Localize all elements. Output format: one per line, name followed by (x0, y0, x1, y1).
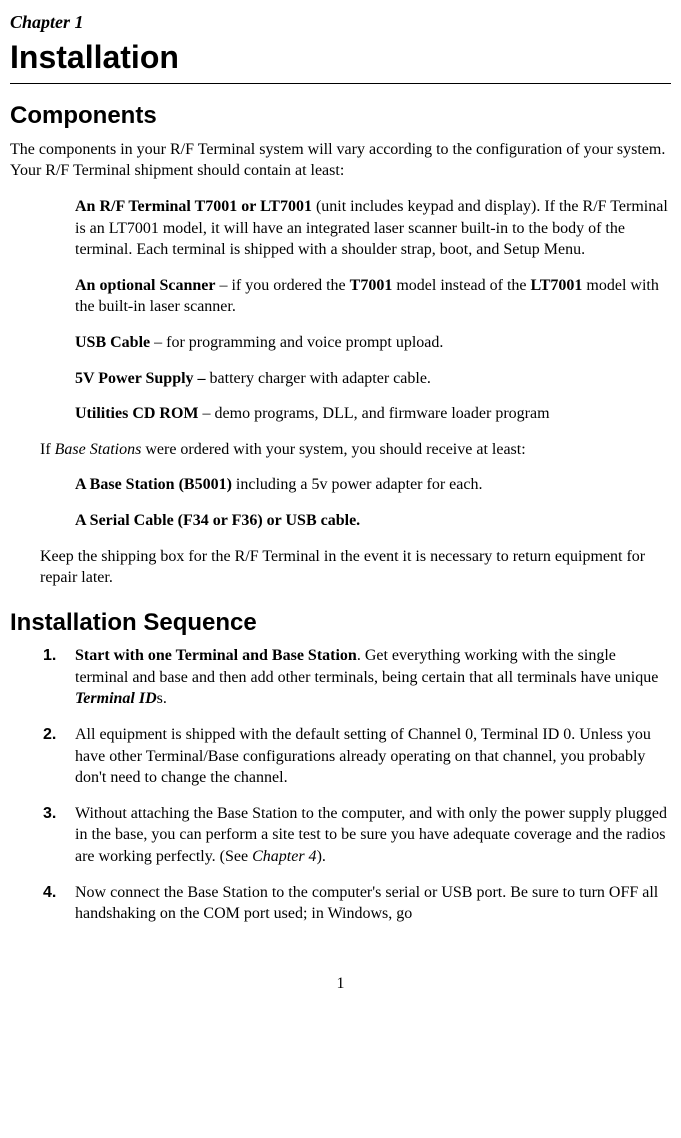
sequence-step: 3. Without attaching the Base Station to… (43, 803, 671, 868)
step-text: ). (317, 848, 326, 865)
step-bolditalic: Terminal ID (75, 690, 157, 707)
component-item: 5V Power Supply – battery charger with a… (75, 368, 671, 390)
component-text: model instead of the (392, 277, 530, 294)
step-body: Now connect the Base Station to the comp… (75, 882, 671, 925)
step-body: All equipment is shipped with the defaul… (75, 724, 671, 789)
page-title: Installation (10, 36, 671, 84)
component-text: – if you ordered the (215, 277, 349, 294)
component-text: – demo programs, DLL, and firmware loade… (199, 405, 550, 422)
component-bold: Utilities CD ROM (75, 405, 199, 422)
step-text: s. (157, 690, 167, 707)
components-heading: Components (10, 100, 671, 132)
component-item: An R/F Terminal T7001 or LT7001 (unit in… (75, 196, 671, 261)
step-body: Without attaching the Base Station to th… (75, 803, 671, 868)
component-item: USB Cable – for programming and voice pr… (75, 332, 671, 354)
text: were ordered with your system, you shoul… (141, 441, 525, 458)
components-outro: Keep the shipping box for the R/F Termin… (40, 546, 671, 589)
sequence-step: 4. Now connect the Base Station to the c… (43, 882, 671, 925)
step-bold: Start with one Terminal and Base Station (75, 647, 357, 664)
step-number: 3. (43, 803, 75, 868)
component-bold: An R/F Terminal T7001 or LT7001 (75, 198, 312, 215)
sequence-step: 1. Start with one Terminal and Base Stat… (43, 645, 671, 710)
step-number: 1. (43, 645, 75, 710)
components-intro: The components in your R/F Terminal syst… (10, 139, 671, 182)
page-number: 1 (10, 973, 671, 995)
step-body: Start with one Terminal and Base Station… (75, 645, 671, 710)
component-text: – for programming and voice prompt uploa… (150, 334, 443, 351)
component-bold: USB Cable (75, 334, 150, 351)
component-bold: A Serial Cable (F34 or F36) or USB cable… (75, 512, 360, 529)
component-item: A Base Station (B5001) including a 5v po… (75, 474, 671, 496)
component-item: A Serial Cable (F34 or F36) or USB cable… (75, 510, 671, 532)
component-bold: A Base Station (B5001) (75, 476, 232, 493)
component-bold: LT7001 (531, 277, 583, 294)
step-number: 2. (43, 724, 75, 789)
italic-text: Base Stations (55, 441, 142, 458)
component-bold: 5V Power Supply – (75, 370, 206, 387)
component-item: Utilities CD ROM – demo programs, DLL, a… (75, 403, 671, 425)
sequence-heading: Installation Sequence (10, 607, 671, 639)
chapter-label: Chapter 1 (10, 10, 671, 34)
component-text: including a 5v power adapter for each. (232, 476, 483, 493)
sequence-list: 1. Start with one Terminal and Base Stat… (43, 645, 671, 925)
text: If (40, 441, 55, 458)
sequence-step: 2. All equipment is shipped with the def… (43, 724, 671, 789)
component-bold: T7001 (350, 277, 393, 294)
step-italic: Chapter 4 (252, 848, 316, 865)
step-number: 4. (43, 882, 75, 925)
component-item: An optional Scanner – if you ordered the… (75, 275, 671, 318)
component-bold: An optional Scanner (75, 277, 215, 294)
step-text: Without attaching the Base Station to th… (75, 805, 667, 865)
component-text: battery charger with adapter cable. (206, 370, 431, 387)
base-stations-note: If Base Stations were ordered with your … (40, 439, 671, 461)
